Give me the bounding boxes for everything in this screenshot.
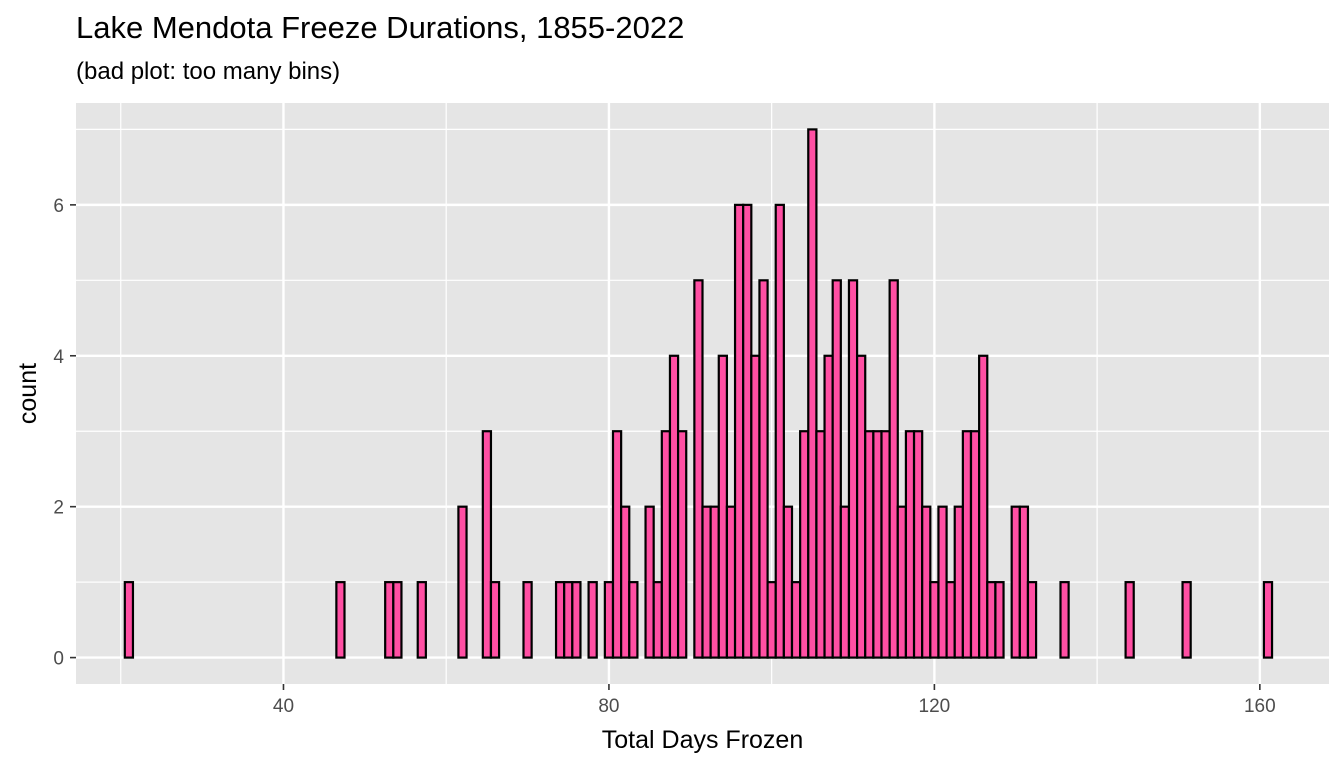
x-tick-label: 40	[273, 696, 294, 717]
chart-subtitle: (bad plot: too many bins)	[76, 58, 341, 85]
histogram-bar	[888, 279, 899, 659]
histogram-bar	[912, 430, 924, 659]
y-axis-title: count	[14, 363, 42, 424]
histogram-bar	[717, 354, 729, 659]
y-tick-label: 4	[53, 347, 64, 368]
y-axis: 0 2 4 6	[53, 196, 76, 670]
histogram-bar	[481, 430, 493, 659]
histogram-bar	[587, 581, 598, 659]
histogram-bar	[652, 581, 663, 659]
histogram-bar	[603, 581, 615, 659]
histogram-bar	[945, 581, 956, 659]
histogram-bar	[855, 354, 867, 659]
x-tick-label: 160	[1244, 696, 1276, 717]
histogram-bar	[701, 505, 712, 659]
histogram-bar	[872, 430, 883, 659]
histogram-bar	[782, 505, 794, 659]
histogram-bar	[742, 203, 753, 659]
histogram-bar	[571, 581, 582, 659]
histogram-bar	[921, 505, 932, 659]
y-tick-label: 2	[53, 498, 64, 519]
histogram-bar	[611, 430, 623, 659]
histogram-bar	[969, 430, 981, 659]
histogram-bar	[986, 581, 997, 659]
histogram-bar	[733, 203, 745, 659]
histogram-bar	[1262, 581, 1274, 659]
histogram-bar	[831, 279, 842, 659]
histogram-bar	[335, 581, 346, 659]
histogram-bar	[766, 581, 777, 659]
histogram-bar	[1010, 505, 1021, 659]
histogram-bars	[123, 128, 1274, 659]
histogram-bar	[416, 581, 427, 659]
histogram-bar	[1018, 505, 1030, 659]
histogram-bar	[896, 505, 908, 659]
histogram-bar	[668, 354, 680, 659]
histogram-bar	[961, 430, 973, 659]
histogram-bar	[880, 430, 891, 659]
histogram-bar	[725, 505, 737, 659]
histogram-bar	[1059, 581, 1070, 659]
histogram-bar	[937, 505, 948, 659]
histogram-bar	[384, 581, 395, 659]
histogram-bar	[929, 581, 940, 659]
histogram-bar	[750, 354, 761, 659]
histogram-bar	[953, 505, 964, 659]
histogram-bar	[978, 354, 989, 659]
histogram-bar	[644, 505, 655, 659]
histogram-bar	[994, 581, 1005, 659]
histogram-bar	[676, 430, 688, 659]
x-axis-title: Total Days Frozen	[602, 726, 803, 754]
histogram-bar	[823, 354, 834, 659]
histogram-bar	[628, 581, 639, 659]
histogram-bar	[758, 279, 769, 659]
histogram-bar	[904, 430, 916, 659]
histogram-bar	[799, 430, 810, 659]
histogram-bar	[563, 581, 574, 659]
histogram-bar	[457, 505, 468, 659]
x-axis: 40 80 120 160	[273, 684, 1276, 717]
histogram-bar	[392, 581, 403, 659]
y-tick-label: 0	[53, 649, 64, 670]
histogram-bar	[522, 581, 533, 659]
histogram-bar	[660, 430, 672, 659]
histogram-bar	[554, 581, 566, 659]
histogram-bar	[489, 581, 501, 659]
histogram-bar	[620, 505, 631, 659]
histogram-bar	[123, 581, 135, 659]
histogram-bar	[1181, 581, 1192, 659]
histogram-bar	[807, 128, 818, 659]
x-tick-label: 120	[919, 696, 951, 717]
y-tick-label: 6	[53, 196, 64, 217]
chart-title: Lake Mendota Freeze Durations, 1855-2022	[76, 10, 685, 45]
histogram-bar	[790, 581, 802, 659]
histogram-bar	[815, 430, 826, 659]
histogram-bar	[1026, 581, 1038, 659]
x-tick-label: 80	[598, 696, 619, 717]
histogram-bar	[1124, 581, 1135, 659]
histogram-bar	[774, 203, 785, 659]
histogram-bar	[709, 505, 720, 659]
histogram-bar	[847, 279, 859, 659]
histogram-bar	[839, 505, 851, 659]
histogram-bar	[693, 279, 704, 659]
histogram-bar	[864, 430, 875, 659]
